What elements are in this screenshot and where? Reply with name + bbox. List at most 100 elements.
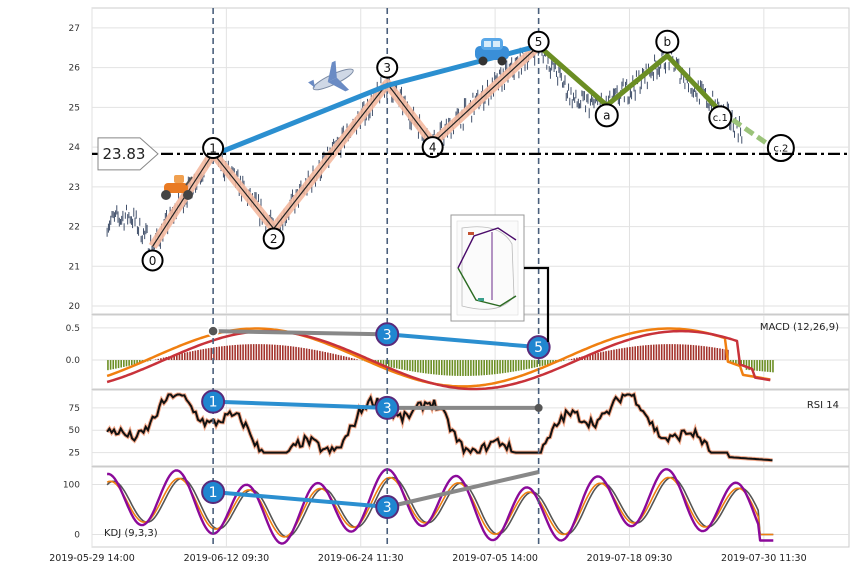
price-y-tick-label: 23 (69, 183, 80, 193)
macd-histogram-bar (123, 360, 125, 367)
macd-divergence-dot (208, 326, 218, 336)
macd-histogram-bar (263, 344, 265, 360)
macd-histogram-bar (269, 344, 271, 360)
wave-a-label: a (603, 109, 610, 123)
macd-histogram-bar (412, 360, 414, 371)
macd-histogram-bar (754, 360, 756, 371)
macd-histogram-bar (401, 360, 403, 369)
macd-histogram-bar (759, 360, 761, 371)
macd-histogram-bar (316, 350, 318, 360)
macd-histogram-bar (526, 360, 528, 369)
macd-histogram-bar (155, 359, 157, 360)
wave-0-label: 0 (149, 254, 157, 268)
macd-histogram-bar (719, 348, 721, 360)
macd-histogram-bar (256, 344, 258, 360)
macd-histogram-bar (311, 349, 313, 360)
macd-histogram-bar (454, 360, 456, 376)
macd-histogram-bar (237, 345, 239, 360)
macd-histogram-bar (600, 352, 602, 360)
macd-histogram-bar (226, 346, 228, 360)
macd-histogram-bar (197, 350, 199, 360)
x-tick-label: 2019-07-05 14:00 (452, 553, 538, 564)
rsi-badge-1-label: 1 (209, 395, 218, 411)
macd-histogram-bar (544, 360, 546, 365)
macd-histogram-bar (293, 347, 295, 361)
macd-histogram-bar (277, 345, 279, 360)
macd-histogram-bar (695, 345, 697, 360)
macd-histogram-bar (248, 344, 250, 360)
macd-histogram-bar (351, 358, 353, 360)
macd-histogram-bar (290, 346, 292, 360)
macd-histogram-bar (157, 359, 159, 360)
rsi-y-tick-label: 25 (69, 449, 80, 459)
wave-2-label: 2 (270, 232, 278, 246)
macd-histogram-bar (457, 360, 459, 376)
macd-histogram-bar (409, 360, 411, 371)
macd-histogram-bar (306, 348, 308, 360)
macd-histogram-bar (701, 346, 703, 360)
macd-histogram-bar (126, 360, 128, 366)
macd-histogram-bar (438, 360, 440, 375)
macd-histogram-bar (650, 345, 652, 360)
macd-histogram-bar (483, 360, 485, 375)
macd-histogram-bar (772, 360, 774, 372)
macd-histogram-bar (417, 360, 419, 372)
macd-histogram-bar (661, 344, 663, 360)
macd-histogram-bar (709, 347, 711, 360)
rsi-badge-2-label: 3 (383, 401, 392, 417)
macd-histogram-bar (520, 360, 522, 370)
macd-histogram-bar (518, 360, 520, 371)
macd-histogram-bar (115, 360, 117, 369)
macd-histogram-bar (656, 344, 658, 360)
macd-histogram-bar (120, 360, 122, 367)
macd-histogram-bar (571, 359, 573, 360)
macd-histogram-bar (597, 353, 599, 360)
kdj-label: KDJ (9,3,3) (104, 528, 158, 539)
macd-histogram-bar (446, 360, 448, 375)
price-y-tick-label: 22 (69, 223, 80, 233)
macd-histogram-bar (425, 360, 427, 373)
kdj-badge-2-label: 3 (383, 500, 392, 516)
macd-histogram-bar (653, 345, 655, 360)
macd-histogram-bar (346, 357, 348, 360)
macd-histogram-bar (629, 347, 631, 360)
macd-histogram-bar (210, 348, 212, 360)
macd-histogram-bar (621, 348, 623, 360)
price-y-tick-label: 24 (69, 143, 81, 153)
macd-histogram-bar (637, 346, 639, 360)
macd-histogram-bar (460, 360, 462, 376)
level-tag-text: 23.83 (103, 145, 146, 163)
macd-histogram-bar (324, 352, 326, 360)
macd-histogram-bar (428, 360, 430, 374)
macd-badge-2-label: 5 (534, 340, 543, 356)
macd-histogram-bar (181, 353, 183, 360)
macd-histogram-bar (722, 349, 724, 360)
macd-histogram-bar (489, 360, 491, 375)
macd-histogram-bar (250, 344, 252, 360)
macd-histogram-bar (640, 346, 642, 360)
macd-histogram-bar (340, 355, 342, 360)
macd-histogram-bar (343, 356, 345, 360)
macd-histogram-bar (301, 348, 303, 360)
macd-histogram-bar (616, 349, 618, 360)
macd-histogram-bar (314, 350, 316, 360)
macd-histogram-bar (502, 360, 504, 373)
macd-histogram-bar (332, 354, 334, 360)
macd-histogram-bar (396, 360, 398, 368)
macd-histogram-bar (706, 346, 708, 360)
macd-histogram-bar (414, 360, 416, 372)
macd-histogram-bar (669, 344, 671, 360)
macd-histogram-bar (470, 360, 472, 376)
macd-histogram-bar (682, 344, 684, 360)
macd-histogram-bar (404, 360, 406, 370)
macd-histogram-bar (285, 346, 287, 360)
x-tick-label: 2019-05-29 14:00 (49, 553, 135, 564)
macd-histogram-bar (192, 351, 194, 360)
macd-histogram-bar (679, 344, 681, 360)
macd-histogram-bar (232, 345, 234, 360)
macd-histogram-bar (282, 345, 284, 360)
macd-histogram-bar (110, 360, 112, 370)
macd-histogram-bar (642, 345, 644, 360)
macd-histogram-bar (452, 360, 454, 376)
